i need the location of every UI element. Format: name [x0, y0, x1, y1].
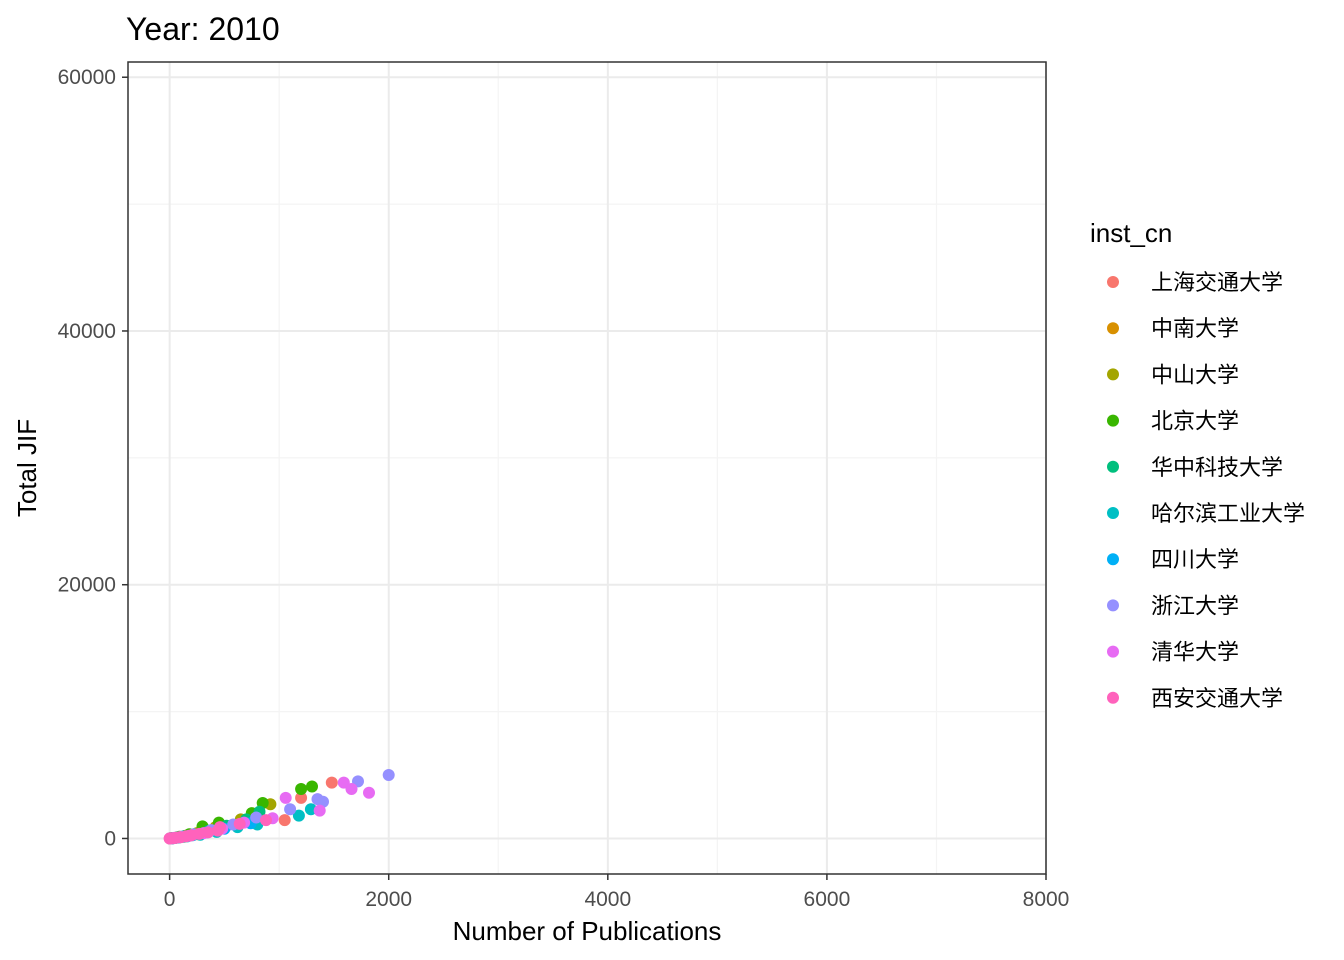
legend-item: 中南大学: [1107, 317, 1239, 342]
x-axis: 0 2000 4000 6000 8000: [164, 874, 1070, 911]
legend-item: 哈尔滨工业大学: [1107, 502, 1305, 527]
legend-key: [1107, 691, 1119, 704]
panel-background: [128, 62, 1046, 874]
data-point: [325, 776, 338, 789]
x-tick-label: 4000: [584, 888, 631, 911]
data-point: [279, 791, 292, 804]
data-point: [313, 804, 326, 817]
legend-label: 四川大学: [1151, 548, 1239, 573]
x-tick-label: 2000: [365, 888, 412, 911]
legend-item: 四川大学: [1107, 548, 1239, 573]
legend-item: 西安交通大学: [1107, 687, 1283, 712]
series-points: [163, 814, 272, 845]
y-tick-label: 40000: [58, 320, 116, 343]
legend-label: 中南大学: [1151, 317, 1239, 342]
legend-label: 清华大学: [1151, 641, 1239, 666]
legend-key: [1107, 368, 1119, 381]
data-points: [163, 769, 395, 845]
legend-item: 浙江大学: [1107, 594, 1239, 619]
legend-key: [1107, 599, 1119, 612]
legend-item: 华中科技大学: [1107, 456, 1283, 481]
legend-label: 哈尔滨工业大学: [1151, 502, 1305, 527]
legend-key: [1107, 645, 1119, 658]
legend-label: 浙江大学: [1151, 594, 1239, 619]
legend-label: 中山大学: [1151, 363, 1239, 388]
legend-item: 中山大学: [1107, 363, 1239, 388]
legend-item: 北京大学: [1107, 410, 1239, 435]
data-point: [214, 821, 226, 834]
data-point: [292, 809, 305, 822]
legend-key: [1107, 414, 1119, 427]
legend-items: 上海交通大学中南大学中山大学北京大学华中科技大学哈尔滨工业大学四川大学浙江大学清…: [1107, 271, 1305, 712]
legend-label: 上海交通大学: [1151, 271, 1283, 296]
chart-title: Year: 2010: [126, 11, 280, 47]
plot-panel: [127, 61, 1047, 875]
legend-title: inst_cn: [1090, 218, 1172, 248]
data-point: [382, 769, 395, 781]
legend-key: [1107, 553, 1119, 566]
legend-key: [1107, 507, 1119, 519]
data-point: [278, 814, 291, 827]
legend-key: [1107, 322, 1119, 335]
legend-item: 上海交通大学: [1107, 271, 1283, 296]
x-tick-label: 8000: [1023, 888, 1070, 911]
data-point: [306, 780, 318, 793]
data-point: [295, 783, 308, 795]
y-axis-title: Total JIF: [12, 419, 42, 517]
panel-border: [127, 61, 1047, 875]
data-point: [202, 826, 214, 839]
data-point: [250, 811, 263, 824]
minor-gridlines: [128, 62, 1046, 874]
legend-label: 华中科技大学: [1151, 456, 1283, 481]
legend-label: 西安交通大学: [1151, 687, 1283, 712]
legend-label: 北京大学: [1151, 410, 1239, 435]
y-tick-label: 20000: [58, 574, 116, 597]
legend-key: [1107, 460, 1119, 473]
legend: inst_cn 上海交通大学中南大学中山大学北京大学华中科技大学哈尔滨工业大学四…: [1090, 218, 1305, 712]
x-tick-label: 0: [164, 888, 176, 911]
data-point: [284, 803, 297, 816]
x-axis-title: Number of Publications: [453, 916, 722, 946]
x-tick-label: 6000: [804, 888, 851, 911]
data-point: [233, 817, 246, 830]
legend-key: [1107, 276, 1119, 288]
legend-item: 清华大学: [1107, 641, 1239, 666]
data-point: [304, 803, 317, 816]
data-point: [260, 814, 272, 827]
y-axis: 0 20000 40000 60000: [58, 66, 128, 850]
y-tick-label: 0: [104, 827, 116, 850]
data-point: [345, 783, 358, 795]
data-point: [363, 786, 375, 799]
y-tick-label: 60000: [58, 66, 116, 89]
data-point: [295, 791, 308, 804]
